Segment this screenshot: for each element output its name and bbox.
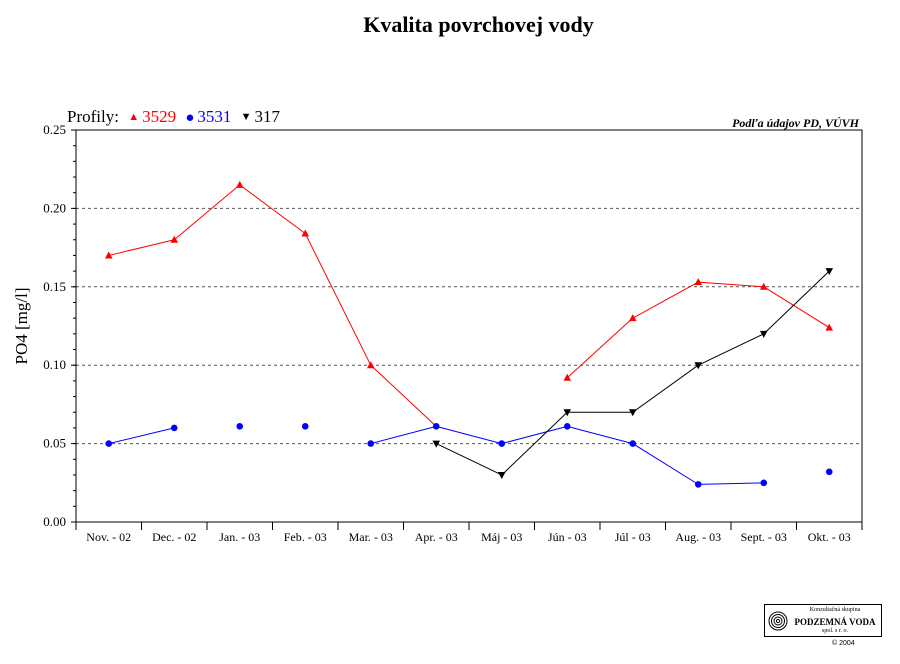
plot-frame xyxy=(75,129,863,523)
data-point-3529 xyxy=(759,282,768,290)
y-tick-label: 0.10 xyxy=(43,357,66,372)
data-point-317 xyxy=(759,330,768,338)
data-point-3531 xyxy=(105,440,113,447)
data-point-3531 xyxy=(563,423,571,430)
series-line-3531 xyxy=(698,482,764,485)
legend: Profily: ▲ 3529 ● 3531 ▼ 317 xyxy=(67,107,280,127)
data-point-3529 xyxy=(366,361,375,369)
data-point-3531 xyxy=(825,468,833,476)
data-point-3531 xyxy=(694,481,702,488)
data-point-3531 xyxy=(236,423,244,430)
y-tick-label: 0.05 xyxy=(43,436,66,451)
copyright-note: © 2004 xyxy=(832,640,855,647)
series-line-317 xyxy=(436,443,502,476)
series-line-317 xyxy=(501,411,568,476)
legend-series-3531: 3531 xyxy=(197,107,232,126)
data-point-3529 xyxy=(628,314,637,322)
legend-marker-circle-icon: ● xyxy=(185,110,195,126)
series-line-3531 xyxy=(632,443,699,485)
data-point-3531 xyxy=(629,440,637,447)
source-note: Podľa údajov PD, VÚVH xyxy=(732,116,859,130)
y-tick-label: 0.25 xyxy=(43,122,66,137)
logo-line-3: spol. s r. o. xyxy=(821,628,848,634)
data-point-3531 xyxy=(170,424,178,432)
data-point-3529 xyxy=(170,235,179,243)
x-tick-label: Apr. - 03 xyxy=(415,530,458,544)
data-point-317 xyxy=(432,440,441,448)
series-line-317 xyxy=(632,364,699,413)
legend-prefix: Profily: xyxy=(67,107,119,126)
y-tick-label: 0.00 xyxy=(43,514,66,529)
legend-series-317: 317 xyxy=(254,107,281,126)
series-line-317 xyxy=(763,270,830,335)
x-tick-label: Mar. - 03 xyxy=(349,530,393,544)
x-tick-label: Sept. - 03 xyxy=(741,530,787,544)
series-line-3529 xyxy=(239,184,306,234)
y-tick-label: 0.15 xyxy=(43,279,66,294)
data-point-3529 xyxy=(694,278,703,286)
data-point-3531 xyxy=(301,423,309,430)
data-point-3529 xyxy=(301,229,310,237)
x-tick-label: Nov. - 02 xyxy=(86,530,131,544)
fingerprint-logo-icon xyxy=(768,611,788,631)
series-line-3531 xyxy=(567,425,633,445)
series-line-3529 xyxy=(632,281,699,319)
series-line-3531 xyxy=(370,425,437,445)
series-line-3529 xyxy=(698,281,764,288)
data-point-317 xyxy=(628,409,637,417)
x-tick-label: Aug. - 03 xyxy=(675,530,721,544)
data-point-3531 xyxy=(432,423,440,430)
data-point-3531 xyxy=(760,479,768,487)
data-point-3531 xyxy=(367,440,375,447)
y-tick-label: 0.20 xyxy=(43,200,66,215)
series-line-3529 xyxy=(763,286,830,328)
data-point-3529 xyxy=(563,373,572,381)
x-tick-label: Okt. - 03 xyxy=(808,530,851,544)
series-line-3529 xyxy=(370,364,437,427)
x-tick-label: Jan. - 03 xyxy=(219,530,260,544)
data-point-317 xyxy=(825,268,834,276)
x-tick-label: Dec. - 02 xyxy=(152,530,196,544)
x-tick-label: Feb. - 03 xyxy=(284,530,327,544)
data-point-3529 xyxy=(825,323,834,331)
x-tick-label: Máj - 03 xyxy=(481,530,522,544)
x-tick-label: Jún - 03 xyxy=(548,530,587,544)
legend-marker-triangle-down-icon: ▼ xyxy=(240,111,252,123)
chart-title: Kvalita povrchovej vody xyxy=(363,12,594,37)
data-point-317 xyxy=(694,362,703,370)
series-line-3531 xyxy=(108,427,175,445)
series-line-3531 xyxy=(501,425,568,445)
data-point-317 xyxy=(563,409,572,417)
series-line-3529 xyxy=(566,317,634,379)
legend-series-3529: 3529 xyxy=(142,107,177,126)
data-point-317 xyxy=(497,471,506,479)
series-line-3529 xyxy=(304,233,372,366)
series-line-3529 xyxy=(173,184,241,241)
data-point-3531 xyxy=(498,440,506,447)
x-tick-label: Júl - 03 xyxy=(615,530,651,544)
company-logo: Konzultačná skupina PODZEMNÁ VODA spol. … xyxy=(764,604,882,637)
y-axis-label: PO4 [mg/l] xyxy=(12,288,31,365)
logo-line-1: Konzultačná skupina xyxy=(809,607,861,613)
series-line-317 xyxy=(698,333,764,366)
legend-marker-triangle-up-icon: ▲ xyxy=(128,111,140,123)
data-point-3529 xyxy=(104,251,113,259)
data-point-3529 xyxy=(235,180,244,188)
logo-line-2: PODZEMNÁ VODA xyxy=(794,617,876,627)
series-line-3529 xyxy=(108,239,175,256)
series-line-3531 xyxy=(436,425,502,445)
